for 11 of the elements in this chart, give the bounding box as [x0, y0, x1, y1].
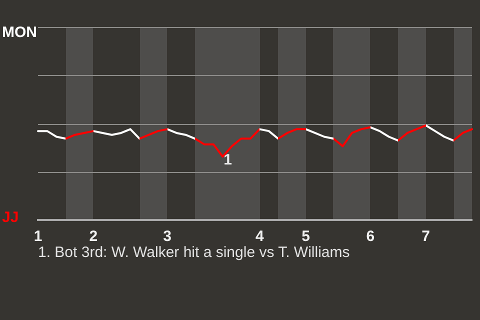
text: JJ	[2, 209, 19, 226]
annotation: 1	[224, 151, 232, 168]
x-tick-label: 7	[422, 228, 430, 246]
x-tick-label: 5	[302, 228, 310, 246]
text: MON	[2, 24, 37, 41]
x-tick-label: 1	[34, 228, 42, 246]
x-tick-label: 2	[89, 228, 98, 246]
text: 1. Bot 3rd: W. Walker hit a single vs T. Williams	[38, 244, 350, 261]
x-tick-label: 6	[366, 228, 375, 246]
x-tick-label: 3	[163, 228, 172, 246]
x-tick-label: 4	[255, 228, 264, 246]
